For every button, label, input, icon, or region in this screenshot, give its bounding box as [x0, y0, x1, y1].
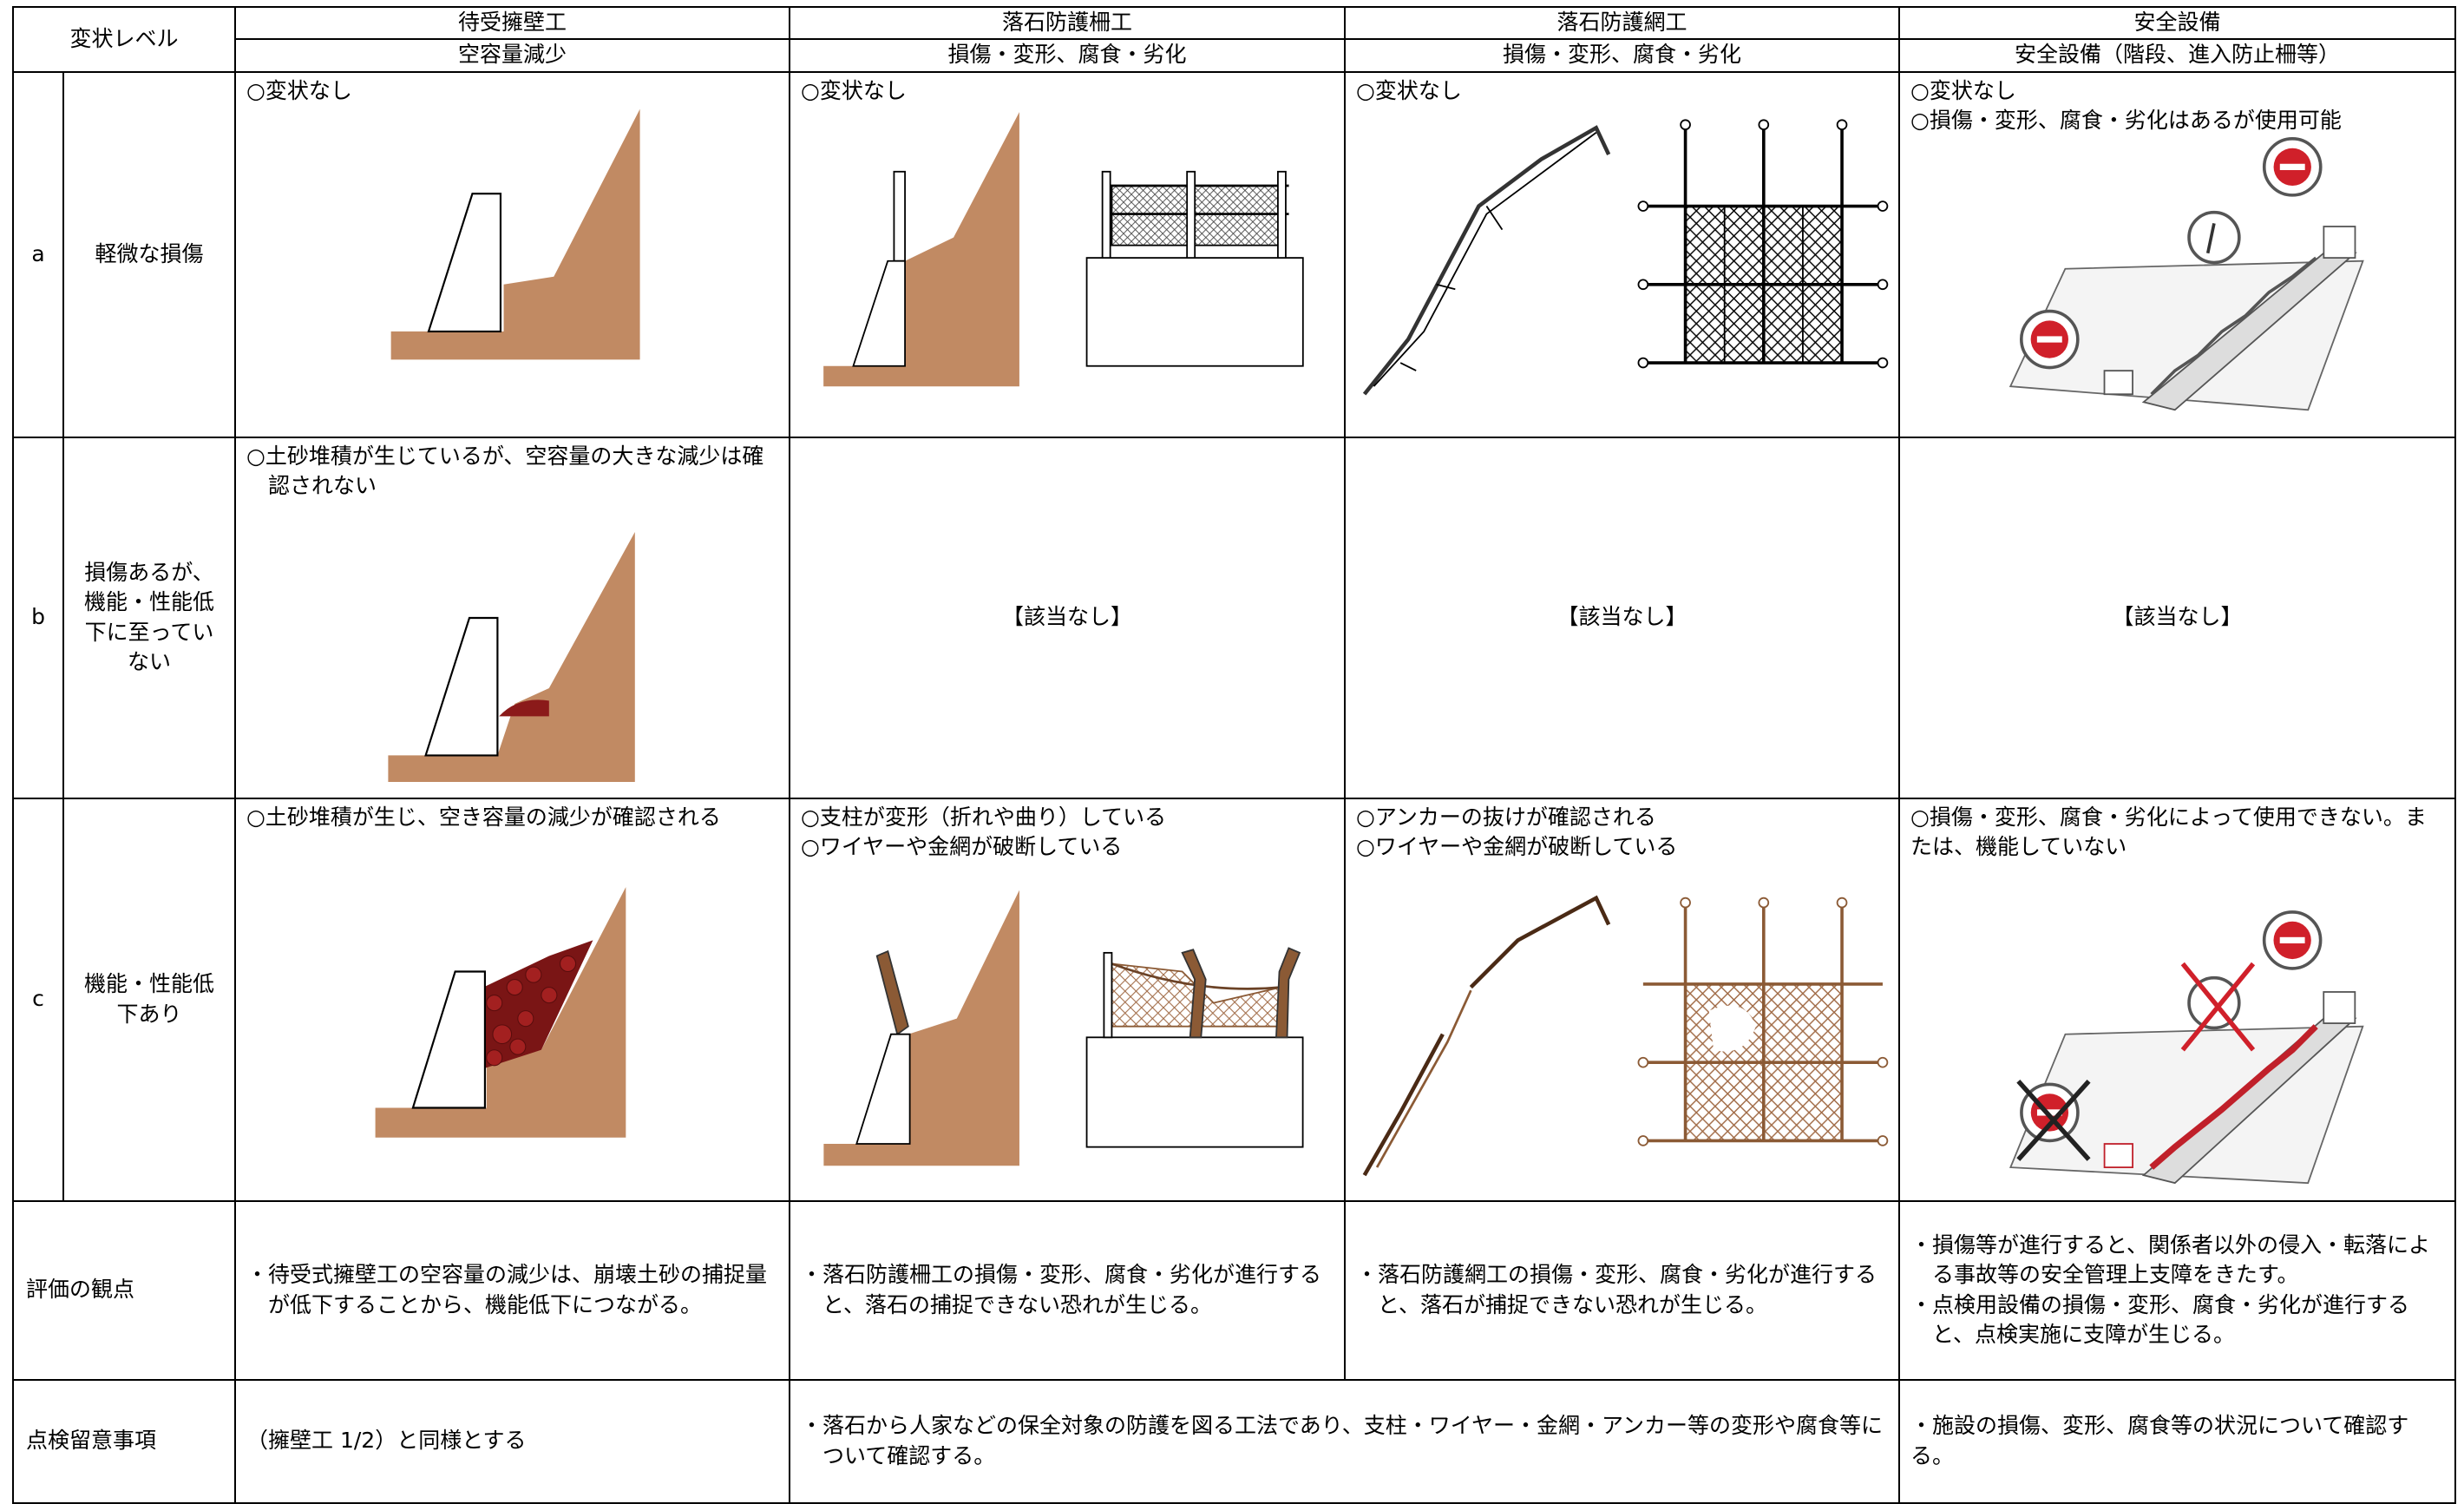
column-title: 落石防護網工: [1344, 6, 1901, 40]
cell-text: ○変状なし: [246, 77, 352, 103]
inspection-table: 変状レベル 待受擁壁工 落石防護柵工 落石防護網工 安全設備 空容量減少 損傷・…: [11, 6, 2457, 1504]
cell-text: ○支柱が変形（折れや曲り）している: [801, 804, 1167, 830]
row-label: 評価の観点: [11, 1199, 237, 1381]
cell: ○土砂堆積が生じているが、空容量の大きな減少は確認されない: [234, 436, 791, 799]
cell-text: ○ワイヤーや金網が破断している: [1356, 834, 1678, 859]
cell: ・施設の損傷、変形、腐食等の状況について確認する。: [1898, 1378, 2457, 1504]
fence-illustration: [823, 890, 1304, 1166]
cell-text: ・待受式擁壁工の空容量の減少は、崩壊土砂の捕捉量が低下することから、機能低下につ…: [246, 1262, 768, 1317]
net-illustration: [1362, 895, 1889, 1176]
column-subtitle: 安全設備（階段、進入防止柵等）: [1898, 37, 2457, 73]
cell-text: ○損傷・変形、腐食・劣化はあるが使用可能: [1910, 108, 2342, 133]
cell: ・待受式擁壁工の空容量の減少は、崩壊土砂の捕捉量が低下することから、機能低下につ…: [234, 1199, 791, 1381]
cell: 【該当なし】: [789, 436, 1347, 799]
level-letter: b: [12, 436, 64, 799]
cell-text: ○土砂堆積が生じ、空き容量の減少が確認される: [246, 804, 721, 830]
cell: ○変状なし ○損傷・変形、腐食・劣化はあるが使用可能: [1898, 70, 2457, 438]
cell-text: ・損傷等が進行すると、関係者以外の侵入・転落による事故等の安全管理上支障をきたす…: [1910, 1231, 2431, 1288]
cell-text: ・落石防護柵工の損傷・変形、腐食・劣化が進行すると、落石の捕捉できない恐れが生じ…: [801, 1262, 1322, 1317]
stairs-illustration: [2009, 910, 2364, 1184]
wall-illustration: [388, 531, 635, 782]
cell-text: ○変状なし: [1910, 77, 2016, 103]
cell: ・損傷等が進行すると、関係者以外の侵入・転落による事故等の安全管理上支障をきたす…: [1898, 1199, 2457, 1381]
cell: ○変状なし: [234, 70, 791, 438]
cell: ○支柱が変形（折れや曲り）している ○ワイヤーや金網が破断している: [789, 797, 1347, 1202]
cell-text: ○ワイヤーや金網が破断している: [801, 834, 1123, 859]
level-letter: a: [12, 70, 64, 438]
stairs-illustration: [2009, 136, 2364, 410]
cell-text: ・点検用設備の損傷・変形、腐食・劣化が進行すると、点検実施に支障が生じる。: [1910, 1291, 2410, 1348]
cell-text: ○変状なし: [1356, 77, 1462, 103]
column-title: 安全設備: [1898, 6, 2457, 40]
column-title: 落石防護柵工: [789, 6, 1347, 40]
level-description: 機能・性能低下あり: [62, 797, 237, 1202]
cell: ・落石防護柵工の損傷・変形、腐食・劣化が進行すると、落石の捕捉できない恐れが生じ…: [789, 1199, 1347, 1381]
cell: ○土砂堆積が生じ、空き容量の減少が確認される: [234, 797, 791, 1202]
cell-text: ・施設の損傷、変形、腐食等の状況について確認する。: [1910, 1413, 2409, 1468]
cell-text: ○損傷・変形、腐食・劣化によって使用できない。または、機能していない: [1910, 804, 2427, 860]
level-description: 軽微な損傷: [62, 70, 237, 438]
level-header: 変状レベル: [11, 6, 237, 73]
wall-illustration: [390, 108, 640, 359]
cell: ○変状なし: [1344, 70, 1901, 438]
cell: ○損傷・変形、腐食・劣化によって使用できない。または、機能していない: [1898, 797, 2457, 1202]
level-letter: c: [12, 797, 64, 1202]
cell-text: ○土砂堆積が生じているが、空容量の大きな減少は確認されない: [246, 443, 764, 499]
cell-text: ・落石から人家などの保全対象の防護を図る工法であり、支柱・ワイヤー・金網・アンカ…: [801, 1413, 1884, 1468]
level-description: 損傷あるが、機能・性能低下に至っていない: [62, 436, 237, 799]
column-subtitle: 損傷・変形、腐食・劣化: [789, 37, 1347, 73]
fence-illustration: [823, 111, 1304, 386]
wall-illustration: [375, 886, 626, 1138]
cell: （擁壁工 1/2）と同様とする: [234, 1378, 791, 1504]
cell-text: （擁壁工 1/2）と同様とする: [246, 1428, 527, 1454]
cell: 【該当なし】: [1344, 436, 1901, 799]
cell-text: ・落石防護網工の損傷・変形、腐食・劣化が進行すると、落石が捕捉できない恐れが生じ…: [1356, 1262, 1877, 1317]
cell-text: ○アンカーの抜けが確認される: [1356, 804, 1656, 830]
column-subtitle: 損傷・変形、腐食・劣化: [1344, 37, 1901, 73]
cell: ○変状なし: [789, 70, 1347, 438]
cell: ・落石から人家などの保全対象の防護を図る工法であり、支柱・ワイヤー・金網・アンカ…: [789, 1378, 1901, 1504]
cell: ・落石防護網工の損傷・変形、腐食・劣化が進行すると、落石が捕捉できない恐れが生じ…: [1344, 1199, 1901, 1381]
column-title: 待受擁壁工: [234, 6, 791, 40]
cell: ○アンカーの抜けが確認される ○ワイヤーや金網が破断している: [1344, 797, 1901, 1202]
cell: 【該当なし】: [1898, 436, 2457, 799]
net-illustration: [1362, 118, 1889, 396]
cell-text: ○変状なし: [801, 77, 907, 103]
column-subtitle: 空容量減少: [234, 37, 791, 73]
row-label: 点検留意事項: [11, 1378, 237, 1504]
